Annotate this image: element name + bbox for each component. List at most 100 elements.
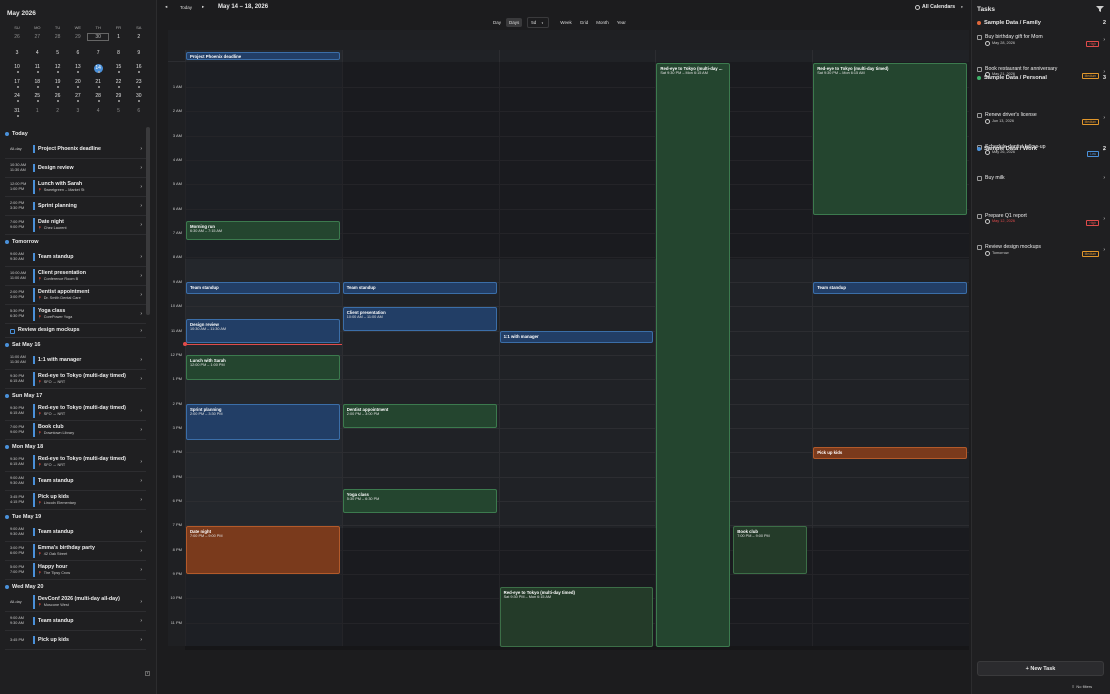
- agenda-item[interactable]: 10:30 AM 11:30 AM Design review ›: [5, 159, 146, 178]
- agenda-item[interactable]: 9:00 AM 9:30 AM Team standup ›: [5, 523, 146, 542]
- calendar-event[interactable]: Team standup: [813, 282, 967, 295]
- calendar-event[interactable]: Date night 7:00 PM – 9:00 PM: [186, 525, 340, 575]
- agenda-item[interactable]: 5:00 PM 7:00 PM Happy hourThe Tipsy Crow›: [5, 561, 146, 580]
- mini-day[interactable]: 16: [136, 64, 142, 70]
- task-checkbox[interactable]: [10, 328, 15, 334]
- task-checkbox[interactable]: [977, 113, 982, 118]
- mini-day[interactable]: 28: [95, 93, 101, 99]
- redeye-event[interactable]: Red-eye to Tokyo (multi-day timed) Sat 9:…: [813, 63, 967, 216]
- mini-day[interactable]: 21: [95, 79, 101, 85]
- view-year[interactable]: Year: [616, 20, 626, 25]
- calendar-event[interactable]: Team standup: [186, 282, 340, 295]
- task-group-header[interactable]: Sample Data / Personal 3: [977, 75, 1106, 81]
- filter-icon[interactable]: [1096, 6, 1104, 12]
- mini-day[interactable]: 23: [136, 79, 142, 85]
- calendar-event[interactable]: Lunch with Sarah 12:00 PM – 1:00 PM: [186, 355, 340, 380]
- agenda-item[interactable]: 9:30 PM 6:15 AM Red-eye to Tokyo (multi-d…: [5, 370, 146, 389]
- mini-day[interactable]: 9: [137, 50, 141, 56]
- agenda-item[interactable]: 9:30 PM 6:15 AM Red-eye to Tokyo (multi-d…: [5, 402, 146, 421]
- task-group-header[interactable]: Sample Data / Work 2: [977, 146, 1106, 152]
- calendar-event[interactable]: 1:1 with manager: [499, 330, 654, 344]
- mini-day[interactable]: 1: [35, 108, 39, 114]
- mini-day[interactable]: 29: [115, 93, 122, 99]
- mini-day[interactable]: 4: [96, 108, 100, 114]
- mini-day[interactable]: 13: [75, 64, 81, 70]
- prev-button[interactable]: ◂: [165, 4, 168, 9]
- mini-day[interactable]: 1: [117, 34, 120, 40]
- view-grid[interactable]: Grid: [579, 20, 589, 25]
- task-checkbox[interactable]: [977, 35, 982, 40]
- mini-day[interactable]: 26: [54, 93, 61, 99]
- agenda-list[interactable]: Today All-day Project Phoenix deadline › 10:…: [5, 127, 146, 680]
- next-button[interactable]: ▸: [202, 4, 205, 9]
- agenda-item[interactable]: 12:00 PM 1:00 PM Lunch with SarahSweetgre…: [5, 178, 146, 197]
- mini-day[interactable]: 30: [87, 33, 110, 41]
- task-checkbox[interactable]: [977, 213, 982, 219]
- calendar-event[interactable]: Client presentation 10:00 AM – 11:00 AM: [342, 306, 497, 331]
- agenda-item[interactable]: All-day Project Phoenix deadline ›: [5, 140, 146, 159]
- mini-day[interactable]: 5: [56, 50, 59, 56]
- mini-day[interactable]: 15: [115, 64, 122, 70]
- mini-day[interactable]: 4: [35, 50, 39, 56]
- view-days[interactable]: Days: [506, 18, 523, 27]
- agenda-item[interactable]: 7:00 PM 9:00 PM Date nightChez Laurent›: [5, 216, 146, 235]
- filters-status[interactable]: ≡ No filters: [1072, 684, 1092, 689]
- mini-day[interactable]: 31: [14, 108, 20, 114]
- calendar-event[interactable]: Design review 10:30 AM – 11:30 AM: [186, 318, 340, 344]
- day-column[interactable]: [341, 50, 499, 646]
- mini-day[interactable]: 3: [76, 108, 80, 114]
- allday-event[interactable]: Project Phoenix deadline: [186, 52, 340, 60]
- agenda-item[interactable]: All-day DevConf 2026 (multi-day all-day)M…: [5, 593, 146, 612]
- mini-day[interactable]: 2: [56, 108, 59, 114]
- task-checkbox[interactable]: [977, 245, 982, 250]
- mini-day[interactable]: 12: [54, 64, 61, 70]
- agenda-item[interactable]: 7:00 PM 9:00 PM Book clubDowntown Library…: [5, 421, 146, 440]
- agenda-item[interactable]: 3:45 PM Pick up kids ›: [5, 631, 146, 650]
- task-item[interactable]: Book restaurant for anniversary May 21, 2…: [977, 66, 1106, 79]
- agenda-item[interactable]: 3:45 PM 4:15 PM Pick up kidsLincoln Eleme…: [5, 491, 146, 510]
- mini-day[interactable]: 10: [14, 64, 20, 70]
- calendar-event[interactable]: Team standup: [342, 282, 497, 295]
- mini-day[interactable]: 3: [15, 50, 19, 56]
- calendars-dropdown[interactable]: All Calendars ▾: [915, 4, 963, 10]
- agenda-item[interactable]: 3:00 PM 6:00 PM Emma's birthday party42 O…: [5, 542, 146, 561]
- mini-day[interactable]: 2: [137, 34, 141, 40]
- mini-day[interactable]: 27: [34, 34, 41, 40]
- mini-day[interactable]: 11: [34, 64, 40, 70]
- mini-day[interactable]: 29: [75, 34, 81, 40]
- mini-day[interactable]: 7: [96, 50, 100, 56]
- task-item[interactable]: Schedule dentist follow-up May 26, 2026 Lo…: [977, 144, 1106, 157]
- calendar-event[interactable]: Sprint planning 2:00 PM – 3:30 PM: [186, 403, 340, 441]
- agenda-item[interactable]: 9:00 AM 9:30 AM Team standup ›: [5, 472, 146, 491]
- mini-day[interactable]: 25: [34, 93, 41, 99]
- mini-day[interactable]: 27: [75, 93, 81, 99]
- scroll-down-icon[interactable]: ▾: [145, 671, 150, 676]
- mini-day[interactable]: 22: [115, 79, 122, 85]
- task-item[interactable]: Buy milk ›: [977, 175, 1106, 182]
- task-item[interactable]: Review design mockups Tomorrow Medium ›: [977, 244, 1106, 257]
- agenda-scrollbar[interactable]: [146, 127, 150, 315]
- mini-day[interactable]: 30: [136, 93, 142, 99]
- mini-day[interactable]: 24: [14, 93, 20, 99]
- redeye-event[interactable]: Red-eye to Tokyo (multi-day ... Sat 9:30 …: [656, 63, 731, 648]
- agenda-item[interactable]: 11:00 AM 11:30 AM 1:1 with manager ›: [5, 351, 146, 370]
- mini-day[interactable]: 14: [93, 64, 103, 73]
- view-week[interactable]: Week: [560, 20, 572, 25]
- agenda-item[interactable]: 9:00 AM 9:30 AM Team standup ›: [5, 612, 146, 631]
- mini-day[interactable]: 19: [54, 79, 61, 85]
- agenda-item[interactable]: 9:30 PM 6:15 AM Red-eye to Tokyo (multi-d…: [5, 453, 146, 472]
- calendar-event[interactable]: Dentist appointment 2:00 PM – 3:00 PM: [342, 403, 497, 429]
- day-column[interactable]: [498, 50, 656, 646]
- mini-day[interactable]: 26: [14, 34, 20, 40]
- calendar-event[interactable]: Morning run 6:30 AM – 7:15 AM: [186, 221, 340, 240]
- task-item[interactable]: Renew driver's license Jun 13, 2026 Medium…: [977, 112, 1106, 125]
- mini-day[interactable]: 20: [75, 79, 81, 85]
- mini-day[interactable]: 6: [137, 108, 141, 114]
- mini-day[interactable]: 18: [34, 79, 41, 85]
- agenda-item[interactable]: 5:30 PM 6:30 PM Yoga classCorePower Yoga›: [5, 305, 146, 324]
- mini-day[interactable]: 17: [14, 79, 20, 85]
- today-button[interactable]: Today: [180, 5, 193, 10]
- view-month[interactable]: Month: [596, 20, 609, 25]
- mini-day[interactable]: 8: [117, 50, 120, 56]
- task-checkbox[interactable]: [977, 66, 982, 72]
